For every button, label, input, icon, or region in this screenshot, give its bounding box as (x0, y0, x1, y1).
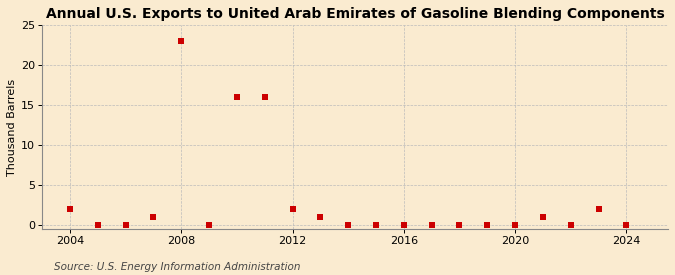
Point (593, 207, 604, 211)
Point (454, 223, 465, 227)
Point (287, 207, 298, 211)
Point (315, 215, 326, 219)
Point (537, 215, 548, 219)
Title: Annual U.S. Exports to United Arab Emirates of Gasoline Blending Components: Annual U.S. Exports to United Arab Emira… (46, 7, 664, 21)
Point (343, 223, 354, 227)
Point (232, 95, 242, 99)
Point (398, 223, 409, 227)
Y-axis label: Thousand Barrels: Thousand Barrels (7, 78, 17, 175)
Text: Source: U.S. Energy Information Administration: Source: U.S. Energy Information Administ… (54, 262, 300, 272)
Point (204, 223, 215, 227)
Point (621, 223, 632, 227)
Point (259, 95, 270, 99)
Point (510, 223, 520, 227)
Point (65, 207, 76, 211)
Point (426, 223, 437, 227)
Point (176, 39, 187, 43)
Point (148, 215, 159, 219)
Point (482, 223, 493, 227)
Point (120, 223, 131, 227)
Point (371, 223, 381, 227)
Point (565, 223, 576, 227)
Point (92, 223, 103, 227)
